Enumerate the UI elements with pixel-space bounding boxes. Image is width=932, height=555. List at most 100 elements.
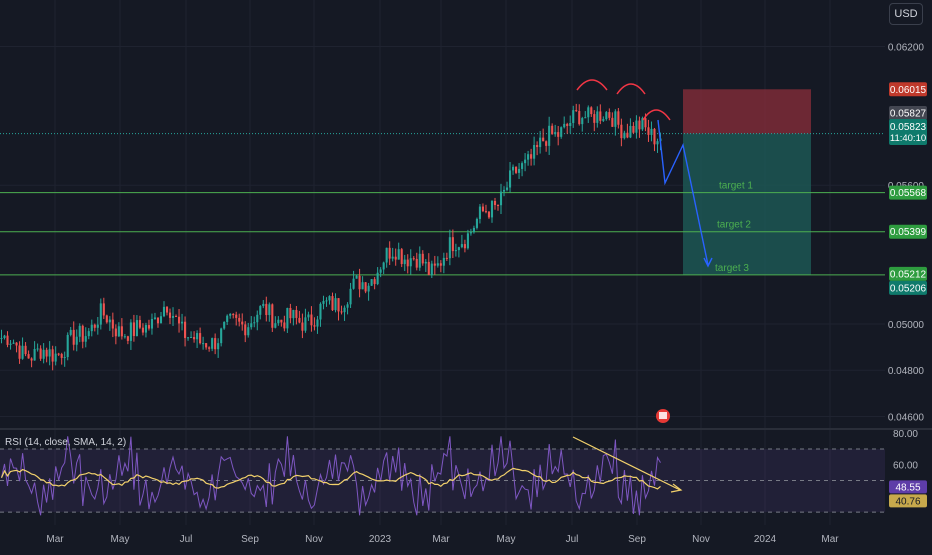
candle-body bbox=[511, 166, 515, 171]
candle-body bbox=[223, 321, 226, 329]
candle-body bbox=[241, 321, 244, 325]
candle-body bbox=[93, 324, 96, 328]
time-tick-label: Mar bbox=[46, 534, 64, 545]
badge-rsi-value-bg bbox=[889, 480, 927, 494]
candle-body bbox=[508, 170, 512, 188]
rsi-divergence-line bbox=[572, 436, 681, 491]
candle-body bbox=[496, 205, 500, 207]
candle-body bbox=[340, 311, 343, 313]
candle-body bbox=[382, 262, 385, 270]
candle-body bbox=[135, 320, 138, 337]
candle-body bbox=[27, 354, 30, 359]
candle-body bbox=[617, 111, 620, 125]
target-label-2: target 2 bbox=[717, 220, 751, 231]
candle-body bbox=[45, 349, 48, 357]
candle-body bbox=[469, 232, 472, 234]
candle-body bbox=[150, 318, 154, 329]
candle-body bbox=[301, 322, 304, 331]
candle-body bbox=[214, 338, 217, 350]
rsi-divergence-arrow bbox=[670, 483, 683, 493]
candle-body bbox=[518, 168, 521, 173]
candle-body bbox=[220, 328, 223, 344]
candle-body bbox=[250, 323, 253, 328]
candle-body bbox=[409, 258, 412, 267]
candle-body bbox=[3, 335, 6, 339]
candle-body bbox=[211, 338, 214, 349]
candle-body bbox=[66, 334, 69, 358]
candle-body bbox=[36, 348, 39, 350]
badge-target1: 0.05568 bbox=[890, 188, 927, 199]
price-tick-label: 0.05000 bbox=[888, 320, 925, 331]
candle-body bbox=[259, 306, 262, 315]
candle-body bbox=[581, 118, 584, 125]
candle-body bbox=[60, 354, 63, 358]
candle-body bbox=[184, 321, 187, 338]
time-tick-label: May bbox=[497, 534, 516, 545]
badge-target1-bg bbox=[889, 185, 927, 200]
candle-body bbox=[376, 272, 379, 285]
candle-body bbox=[298, 317, 301, 323]
candle-body bbox=[141, 327, 144, 333]
time-tick-label: May bbox=[111, 534, 130, 545]
candle-body bbox=[472, 227, 475, 233]
price-tick-label: 0.04600 bbox=[888, 412, 925, 423]
time-tick-label: Jul bbox=[566, 534, 579, 545]
candle-body bbox=[51, 349, 54, 362]
candle-body bbox=[165, 306, 169, 313]
rsi-pane[interactable]: RSI (14, close, SMA, 14, 2) bbox=[0, 436, 885, 516]
candle-body bbox=[572, 110, 575, 123]
candle-body bbox=[457, 247, 460, 251]
candle-body bbox=[63, 357, 66, 359]
projection-path bbox=[657, 119, 709, 266]
candle-body bbox=[656, 141, 659, 145]
price-tick-label: 0.04800 bbox=[888, 366, 925, 377]
badge-last-close-bg bbox=[889, 106, 927, 120]
candle-body bbox=[355, 275, 358, 279]
candle-body bbox=[415, 258, 418, 268]
candle-body bbox=[262, 303, 265, 307]
candle-body bbox=[587, 107, 590, 118]
candle-body bbox=[313, 325, 316, 327]
candle-body bbox=[274, 323, 277, 328]
candle-body bbox=[265, 303, 268, 316]
candle-body bbox=[304, 317, 307, 331]
candle-body bbox=[448, 237, 451, 259]
candle-body bbox=[421, 253, 424, 264]
time-tick-label: Mar bbox=[821, 534, 839, 545]
candle-body bbox=[370, 279, 373, 286]
pattern-arc-3 bbox=[642, 109, 671, 121]
target-label-1: target 1 bbox=[719, 181, 753, 192]
candle-body bbox=[232, 313, 235, 315]
candle-body bbox=[235, 314, 238, 318]
candle-body bbox=[187, 337, 190, 339]
candle-body bbox=[126, 336, 129, 341]
stop-loss-zone bbox=[683, 89, 811, 134]
candle-body bbox=[605, 112, 608, 120]
candle-body bbox=[539, 137, 542, 148]
time-tick-label: 2024 bbox=[754, 534, 777, 545]
candle-body bbox=[629, 125, 632, 138]
candle-body bbox=[545, 141, 548, 146]
candle-body bbox=[400, 249, 403, 265]
badge-entry-low: 0.05206 bbox=[890, 283, 927, 294]
candle-body bbox=[15, 342, 18, 346]
candle-body bbox=[256, 314, 259, 323]
candle-body bbox=[542, 137, 545, 142]
position-zones bbox=[683, 89, 811, 275]
candle-body bbox=[138, 320, 141, 328]
candle-body bbox=[277, 319, 280, 324]
candle-body bbox=[638, 120, 641, 130]
currency-button[interactable]: USD bbox=[889, 3, 923, 25]
profit-zone bbox=[683, 133, 811, 275]
price-tick-label: 0.06200 bbox=[888, 42, 925, 53]
candle-body bbox=[403, 259, 406, 265]
candle-body bbox=[611, 117, 614, 127]
candle-body bbox=[412, 258, 415, 260]
badge-countdown: 11:40:10 bbox=[890, 133, 926, 144]
candle-body bbox=[229, 313, 232, 316]
candle-body bbox=[524, 159, 527, 164]
badge-last-close: 0.05827 bbox=[890, 109, 927, 120]
time-tick-label: Nov bbox=[305, 534, 323, 545]
